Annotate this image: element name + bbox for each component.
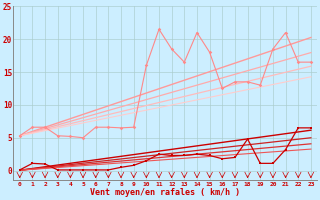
- X-axis label: Vent moyen/en rafales ( km/h ): Vent moyen/en rafales ( km/h ): [90, 188, 240, 197]
